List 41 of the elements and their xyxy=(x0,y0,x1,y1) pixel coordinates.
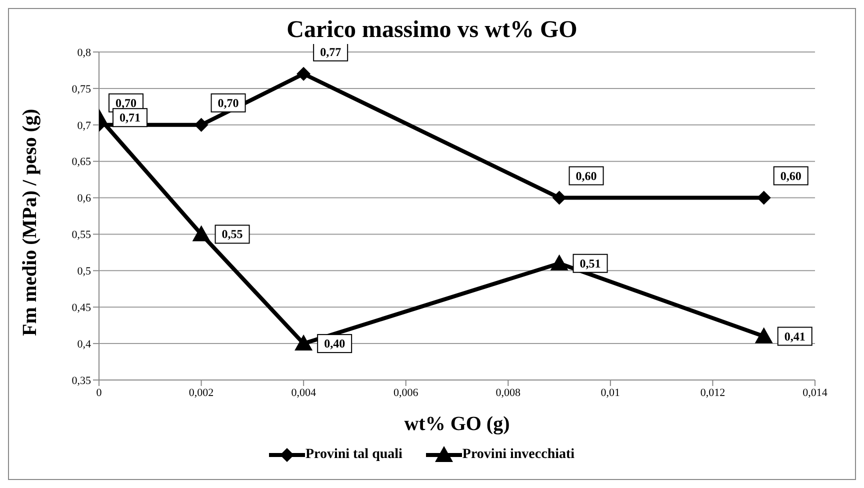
y-tick-label: 0,55 xyxy=(72,229,92,242)
point xyxy=(550,254,568,270)
data-label: 0,60 xyxy=(576,168,597,183)
y-tick-label: 0,75 xyxy=(72,83,92,96)
y-tick-label: 0,45 xyxy=(72,302,92,314)
y-tick-label: 0,8 xyxy=(77,46,92,59)
x-tick-label: 0,004 xyxy=(291,386,316,399)
data-label: 0,77 xyxy=(320,44,342,59)
point xyxy=(296,66,311,81)
y-tick-label: 0,4 xyxy=(77,338,92,350)
x-tick-label: 0,01 xyxy=(600,386,620,399)
x-axis-title: wt% GO (g) xyxy=(404,413,510,435)
y-tick-label: 0,35 xyxy=(72,374,92,387)
point xyxy=(194,118,208,132)
x-tick-label: 0,002 xyxy=(188,386,214,399)
legend-label: Provini invecchiati xyxy=(462,447,575,463)
y-tick-label: 0,7 xyxy=(77,120,92,132)
x-tick-label: 0,012 xyxy=(700,386,726,399)
data-label: 0,55 xyxy=(222,227,243,242)
y-tick-label: 0,5 xyxy=(77,266,92,278)
y-axis-title: Fm medio (MPa) / peso (g) xyxy=(19,108,42,336)
point xyxy=(294,334,313,351)
x-tick-label: 0,008 xyxy=(496,386,522,399)
chart-title: Carico massimo vs wt% GO xyxy=(286,17,578,44)
x-tick-label: 0,014 xyxy=(802,386,828,399)
data-label: 0,71 xyxy=(120,110,140,125)
point xyxy=(552,190,566,205)
data-label: 0,70 xyxy=(218,96,239,110)
data-label: 0,51 xyxy=(580,256,601,270)
data-label: 0,70 xyxy=(116,96,136,110)
data-label: 0,41 xyxy=(784,329,806,344)
point xyxy=(756,190,771,205)
legend-label: Provini tal quali xyxy=(305,447,402,463)
data-label: 0,60 xyxy=(780,168,802,183)
y-tick-label: 0,65 xyxy=(72,156,92,168)
x-tick-label: 0,006 xyxy=(393,386,419,399)
point xyxy=(192,225,210,242)
point xyxy=(754,327,773,344)
x-tick-label: 0 xyxy=(96,386,102,399)
y-tick-label: 0,6 xyxy=(77,192,92,205)
data-label: 0,40 xyxy=(324,336,346,351)
